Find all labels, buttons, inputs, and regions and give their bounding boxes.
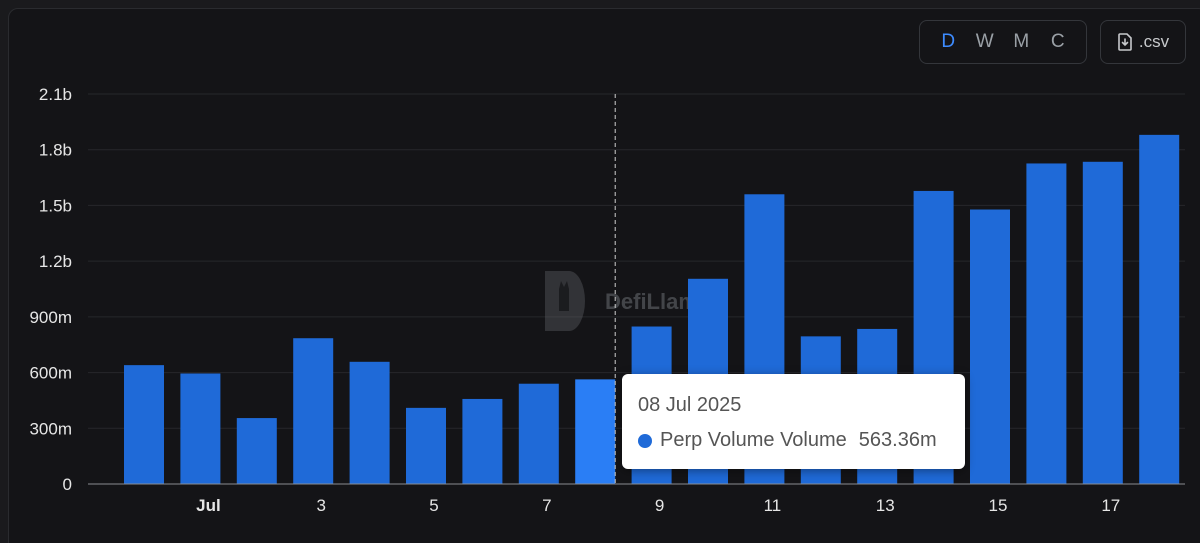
x-tick-label: 15 [989, 496, 1008, 515]
download-file-icon [1117, 33, 1133, 51]
bar[interactable] [575, 379, 616, 484]
granularity-toggle: D W M C [919, 20, 1087, 64]
granularity-weekly-button[interactable]: W [975, 31, 994, 52]
y-tick-label: 0 [63, 475, 72, 494]
series-color-dot [638, 433, 652, 448]
watermark: DefiLlama [545, 271, 711, 331]
bar[interactable] [970, 209, 1010, 484]
x-tick-label: 17 [1101, 496, 1120, 515]
y-tick-label: 600m [29, 364, 72, 383]
tooltip-series-name: Perp Volume Volume [660, 429, 847, 451]
hover-tooltip: 08 Jul 2025 Perp Volume Volume 563.36m [622, 374, 965, 469]
bar[interactable] [1082, 161, 1123, 485]
y-tick-label: 1.8b [39, 141, 72, 160]
bar[interactable] [236, 418, 277, 484]
y-tick-label: 2.1b [39, 85, 72, 104]
x-tick-label: 3 [316, 496, 325, 515]
tooltip-date: 08 Jul 2025 [638, 394, 742, 416]
x-tick-label: 11 [764, 496, 782, 515]
y-tick-label: 1.2b [39, 252, 72, 271]
llama-logo-icon [545, 271, 585, 331]
granularity-daily-button[interactable]: D [941, 31, 956, 52]
download-csv-button[interactable]: .csv [1100, 20, 1186, 64]
bar[interactable] [518, 383, 559, 484]
tooltip-series-row: Perp Volume Volume 563.36m [638, 429, 949, 452]
bar[interactable] [406, 407, 446, 484]
granularity-cumulative-button[interactable]: C [1050, 31, 1065, 52]
bar[interactable] [124, 365, 164, 484]
y-tick-label: 900m [29, 308, 72, 327]
granularity-monthly-button[interactable]: M [1013, 31, 1030, 52]
x-tick-label: 7 [542, 496, 551, 515]
y-tick-label: 1.5b [39, 196, 72, 215]
x-tick-label: 13 [876, 496, 895, 515]
x-tick-label: Jul [196, 496, 221, 515]
bar[interactable] [462, 398, 503, 484]
x-tick-label: 9 [655, 496, 664, 515]
y-tick-label: 300m [29, 419, 72, 438]
download-csv-label: .csv [1138, 32, 1170, 51]
x-tick-label: 5 [429, 496, 438, 515]
tooltip-value: 563.36m [858, 429, 937, 451]
bar[interactable] [293, 338, 334, 484]
bar[interactable] [1139, 134, 1180, 484]
x-axis-labels: Jul 3 5 7 9 11 13 15 17 [196, 496, 1120, 515]
bar[interactable] [180, 373, 221, 485]
bar[interactable] [349, 361, 390, 484]
bar[interactable] [1026, 163, 1067, 484]
y-axis-labels: 0 300m 600m 900m 1.2b 1.5b 1.8b 2.1b [29, 85, 72, 494]
